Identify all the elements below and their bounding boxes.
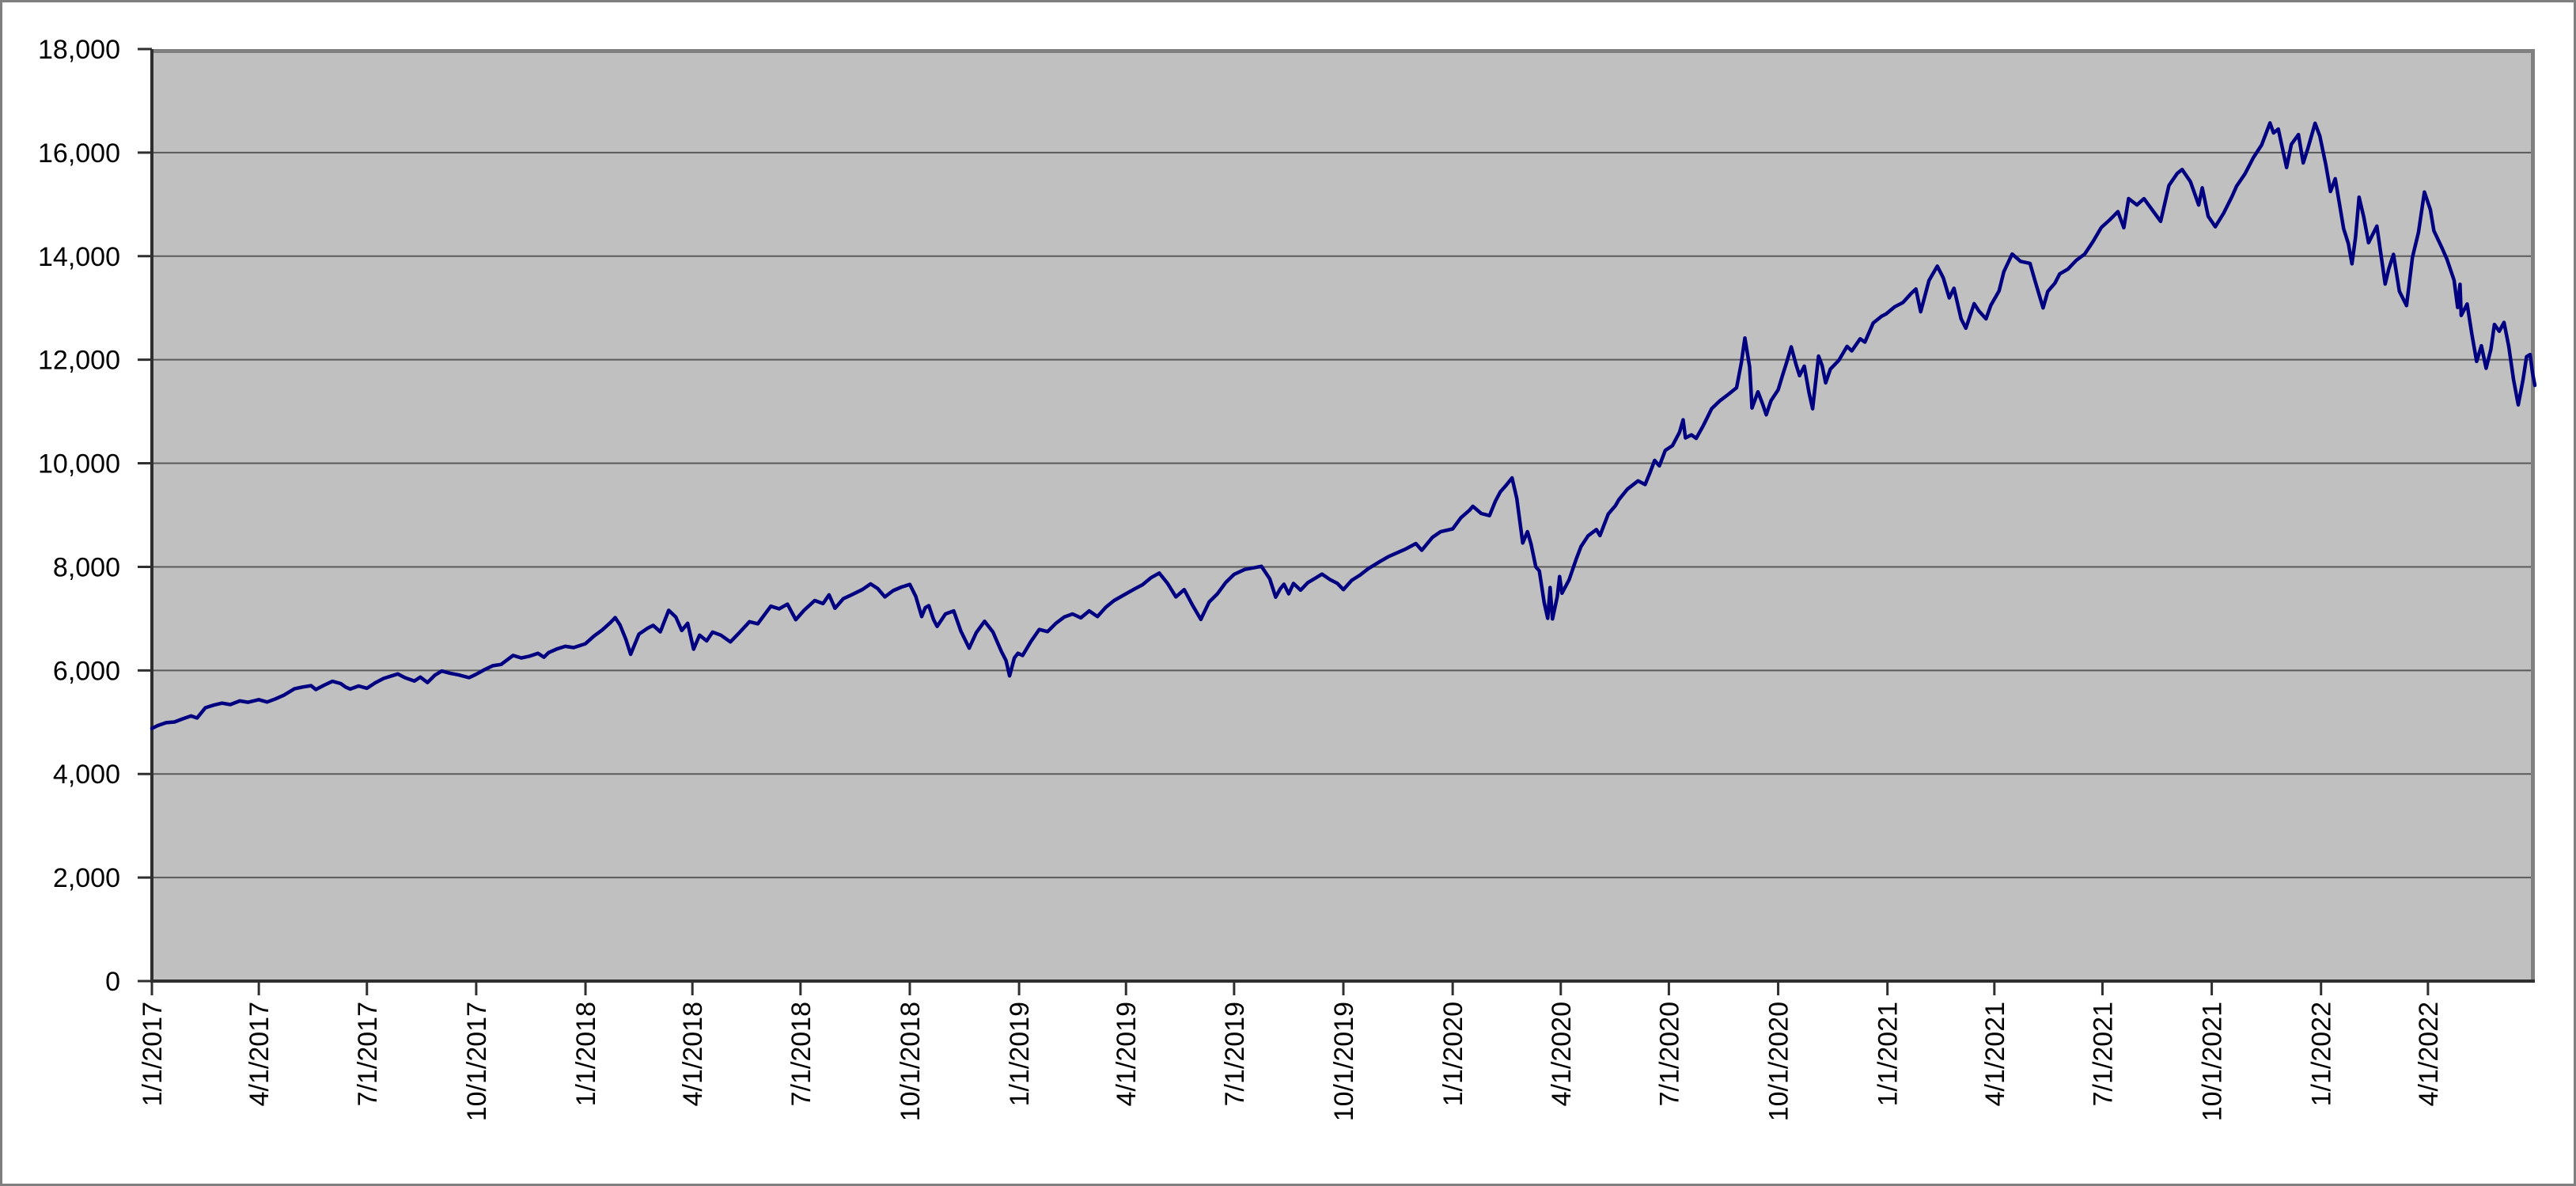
y-axis-label: 0 [105, 967, 120, 997]
x-axis-label: 10/1/2021 [2198, 1002, 2228, 1121]
x-axis-label: 7/1/2021 [2088, 1002, 2118, 1106]
y-axis-label: 18,000 [38, 35, 120, 65]
y-axis-label: 2,000 [53, 863, 120, 893]
x-axis-label: 1/1/2020 [1438, 1002, 1468, 1106]
x-axis-label: 7/1/2019 [1220, 1002, 1250, 1106]
y-axis-label: 6,000 [53, 656, 120, 686]
y-axis-label: 16,000 [38, 138, 120, 169]
y-axis-label: 8,000 [53, 552, 120, 582]
x-axis-label: 10/1/2020 [1764, 1002, 1794, 1121]
x-axis-label: 7/1/2017 [353, 1002, 383, 1106]
x-axis-label: 1/1/2019 [1005, 1002, 1035, 1106]
x-axis-label: 1/1/2018 [571, 1002, 601, 1106]
x-axis-label: 4/1/2017 [244, 1002, 275, 1106]
series-line [150, 121, 2537, 730]
y-axis-label: 12,000 [38, 346, 120, 376]
y-axis-label: 4,000 [53, 760, 120, 790]
x-axis-label: 1/1/2017 [138, 1002, 168, 1106]
plot-area [152, 49, 2535, 981]
x-axis-label: 4/1/2018 [678, 1002, 708, 1106]
x-axis-label: 10/1/2018 [896, 1002, 926, 1121]
x-axis-label: 4/1/2021 [1980, 1002, 2010, 1106]
x-axis-label: 7/1/2020 [1654, 1002, 1684, 1106]
x-axis-label: 1/1/2022 [2307, 1002, 2337, 1106]
x-axis-label: 4/1/2020 [1547, 1002, 1577, 1106]
y-axis-label: 10,000 [38, 449, 120, 479]
x-axis-label: 10/1/2017 [462, 1002, 492, 1121]
x-axis-label: 1/1/2021 [1873, 1002, 1904, 1106]
x-axis-label: 10/1/2019 [1329, 1002, 1359, 1121]
x-axis-label: 4/1/2022 [2414, 1002, 2444, 1106]
y-axis-label: 14,000 [38, 242, 120, 272]
x-axis-label: 4/1/2019 [1112, 1002, 1142, 1106]
x-axis-label: 7/1/2018 [786, 1002, 816, 1106]
